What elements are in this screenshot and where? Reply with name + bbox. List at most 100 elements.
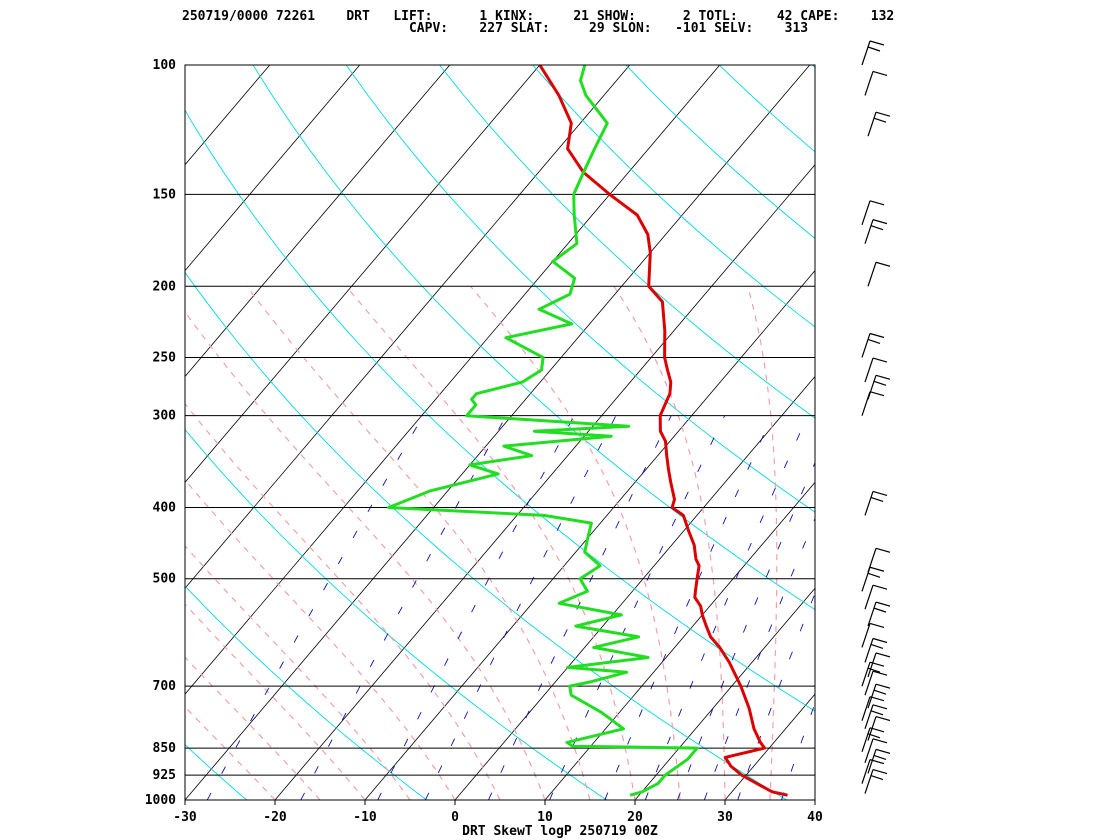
isotherm-line [454, 375, 815, 800]
y-tick-label-500: 500 [153, 572, 177, 587]
chart-title: DRT SkewT logP 250719 00Z [462, 824, 658, 839]
dry-adiabat-line [906, 65, 1120, 800]
moist-adiabat-line [747, 286, 778, 800]
station-header-line-2: CAPV: 227 SLAT: 29 SLON: -101 SELV: 313 [182, 21, 809, 36]
wind-barb-staff [861, 759, 871, 784]
mixing-ratio-line [377, 415, 575, 800]
wind-barb-staff [861, 333, 871, 358]
background-lines [185, 65, 1120, 800]
wind-barb-flag [872, 219, 888, 225]
wind-barb-staff [864, 769, 874, 794]
wind-barb-flag [875, 111, 891, 117]
dry-adiabat-line [718, 65, 815, 153]
wind-barb-flag [869, 566, 885, 572]
y-tick-label-250: 250 [153, 350, 177, 365]
pressure-isobars: 100 150 200 250 300 400 500 700 850 925 1000 [145, 58, 815, 808]
moist-adiabat-line [185, 402, 501, 800]
wind-barb-flag [872, 70, 888, 77]
y-tick-label-200: 200 [153, 279, 177, 294]
isotherm-line [185, 65, 451, 378]
moist-adiabat-line [246, 285, 591, 800]
x-tick-label-20: 20 [627, 810, 643, 825]
mixing-ratio-line [488, 415, 672, 800]
wind-barb-staff [867, 683, 877, 709]
moist-adiabat-line [185, 310, 546, 800]
dry-adiabat-line [252, 65, 815, 611]
wind-barb-staff [861, 696, 871, 721]
moist-adiabat-line [814, 792, 815, 800]
wind-barb-flag [869, 200, 885, 206]
wind-barb-flag [872, 357, 888, 363]
wind-barb-flag [869, 759, 885, 765]
wind-barb-flag [867, 46, 881, 52]
x-tick-label-40: 40 [807, 810, 823, 825]
wind-barb-flag [872, 768, 888, 775]
dry-adiabat-line [532, 65, 815, 328]
wind-barb-flag [867, 667, 881, 673]
y-tick-label-400: 400 [153, 501, 177, 516]
wind-barb-flag [873, 607, 887, 613]
wind-barb-staff [861, 200, 871, 226]
wind-barb-flag [873, 117, 887, 123]
x-tick-label--30: -30 [173, 810, 197, 825]
moist-adiabat-line [185, 706, 276, 800]
mixing-ratio-line [604, 415, 774, 800]
temperature-line [538, 65, 788, 797]
wind-barb-flag [875, 683, 891, 689]
wind-barb-flag [872, 637, 888, 644]
wind-barb-flag [869, 622, 885, 628]
isotherm-line [185, 65, 811, 800]
wind-barb-staff [864, 357, 874, 383]
wind-barb-flag [875, 261, 891, 267]
wind-barb-flag [873, 689, 887, 695]
wind-barb-flag [875, 601, 891, 607]
wind-barb-flag [872, 738, 888, 744]
wind-barb-flag [875, 748, 891, 754]
y-tick-label-300: 300 [153, 409, 177, 424]
mixing-ratio-line [703, 517, 815, 800]
wind-barb-staff [867, 262, 877, 287]
wind-barb-staff [864, 670, 874, 696]
y-tick-label-700: 700 [153, 679, 177, 694]
mixing-ratio-line [644, 415, 809, 800]
wind-barb-flag [869, 40, 885, 46]
isotherm-line [814, 799, 815, 800]
wind-barb-flag [875, 715, 891, 722]
mixing-ratio-line [781, 702, 815, 800]
mixing-ratio-line [677, 461, 815, 800]
wind-barb-flag [867, 338, 881, 345]
x-tick-label--10: -10 [353, 810, 377, 825]
x-tick-label-0: 0 [451, 810, 459, 825]
wind-barb-flag [869, 391, 885, 397]
y-tick-label-1000: 1000 [145, 793, 176, 808]
wind-barb-staff [864, 704, 874, 729]
wind-barb-flag [875, 374, 891, 380]
moist-adiabat-line [185, 479, 456, 800]
wind-barb-staff [867, 652, 877, 678]
moist-adiabat-line [613, 285, 726, 800]
x-tick-label-10: 10 [537, 810, 553, 825]
wind-barb-staff [864, 219, 874, 244]
dry-adiabat-line [185, 744, 247, 800]
wind-barb-staff [861, 727, 871, 753]
wind-barb-staff [861, 391, 871, 416]
wind-barb-staff [861, 661, 871, 687]
wind-barbs [861, 40, 891, 794]
wind-barb-staff [861, 623, 871, 648]
wind-barb-flag [872, 584, 888, 590]
dewpoint-line [387, 65, 699, 797]
wind-barb-flag [870, 774, 884, 781]
wind-barb-flag [870, 710, 884, 716]
wind-barb-flag [869, 696, 885, 702]
x-tick-label--20: -20 [263, 810, 287, 825]
moist-adiabat-line [185, 656, 321, 800]
wind-barb-staff [864, 71, 874, 96]
wind-barb-staff [864, 738, 874, 763]
wind-barb-flag [870, 643, 884, 650]
dry-adiabat-line [185, 585, 427, 800]
moist-adiabat-line [470, 285, 681, 800]
isotherm-line [185, 65, 541, 483]
axis-ticks: -30 -20 -10 0 10 20 30 40 [173, 800, 823, 825]
wind-barb-flag [867, 733, 881, 739]
